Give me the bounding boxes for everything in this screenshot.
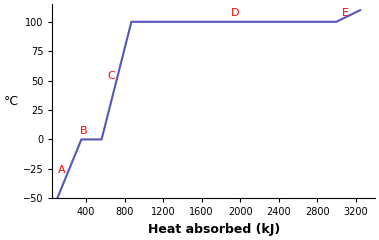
Text: A: A (58, 165, 66, 175)
Text: D: D (230, 8, 239, 18)
Y-axis label: °C: °C (4, 95, 19, 108)
Text: C: C (107, 71, 115, 81)
Text: E: E (342, 8, 349, 18)
X-axis label: Heat absorbed (kJ): Heat absorbed (kJ) (147, 223, 280, 236)
Text: B: B (80, 126, 87, 136)
